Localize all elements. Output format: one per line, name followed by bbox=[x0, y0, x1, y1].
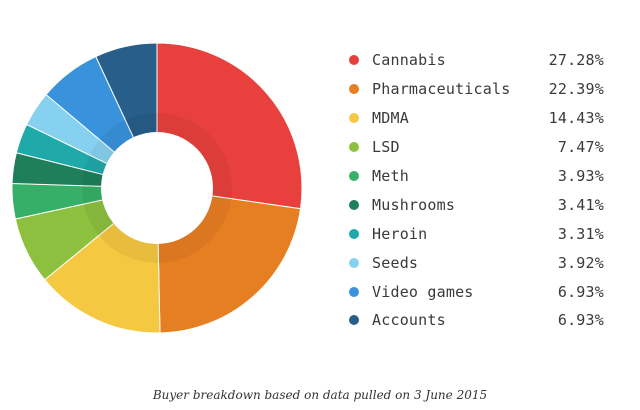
legend-value: 7.47% bbox=[557, 138, 604, 157]
legend-value: 6.93% bbox=[557, 282, 604, 301]
legend-item-lsd: LSD 7.47% bbox=[340, 133, 610, 162]
legend-label: Seeds bbox=[372, 253, 419, 272]
chart-legend: Cannabis 27.28% Pharmaceuticals 22.39% MDMA 1… bbox=[340, 46, 610, 335]
donut-chart bbox=[11, 42, 303, 334]
legend-label: Heroin bbox=[372, 224, 428, 243]
legend-label: Cannabis bbox=[372, 51, 446, 70]
legend-label: LSD bbox=[372, 138, 400, 157]
legend-swatch bbox=[349, 228, 359, 239]
donut-hole bbox=[101, 132, 213, 244]
legend-label: MDMA bbox=[372, 109, 409, 128]
legend-item-mdma: MDMA 14.43% bbox=[340, 104, 610, 133]
legend-value: 22.39% bbox=[548, 80, 604, 99]
legend-item-cannabis: Cannabis 27.28% bbox=[340, 46, 610, 75]
legend-item-meth: Meth 3.93% bbox=[340, 162, 610, 191]
legend-swatch bbox=[349, 171, 359, 181]
legend-label: Video games bbox=[372, 282, 474, 301]
legend-value: 3.92% bbox=[557, 253, 604, 272]
legend-label: Meth bbox=[372, 167, 409, 185]
legend-item-video-games: Video games 6.93% bbox=[340, 277, 610, 306]
legend-value: 14.43% bbox=[548, 109, 604, 128]
legend-item-seeds: Seeds 3.92% bbox=[340, 248, 610, 277]
legend-value: 3.93% bbox=[557, 167, 604, 185]
legend-swatch bbox=[349, 84, 359, 95]
legend-label: Pharmaceuticals bbox=[372, 80, 511, 99]
legend-value: 3.41% bbox=[557, 195, 604, 214]
legend-swatch bbox=[349, 315, 359, 326]
legend-swatch bbox=[349, 257, 359, 268]
legend-swatch bbox=[349, 142, 359, 153]
legend-value: 27.28% bbox=[548, 51, 604, 70]
legend-item-mushrooms: Mushrooms 3.41% bbox=[340, 190, 610, 219]
legend-label: Accounts bbox=[372, 311, 446, 330]
legend-item-pharmaceuticals: Pharmaceuticals 22.39% bbox=[340, 75, 610, 104]
legend-swatch bbox=[349, 55, 359, 66]
legend-swatch bbox=[349, 199, 359, 210]
chart-caption: Buyer breakdown based on data pulled on … bbox=[152, 388, 488, 402]
legend-label: Mushrooms bbox=[372, 195, 456, 214]
legend-item-heroin: Heroin 3.31% bbox=[340, 219, 610, 248]
legend-item-accounts: Accounts 6.93% bbox=[340, 306, 610, 335]
legend-value: 6.93% bbox=[557, 311, 604, 330]
legend-swatch bbox=[349, 113, 359, 124]
legend-swatch bbox=[349, 286, 359, 297]
legend-value: 3.31% bbox=[557, 224, 604, 243]
